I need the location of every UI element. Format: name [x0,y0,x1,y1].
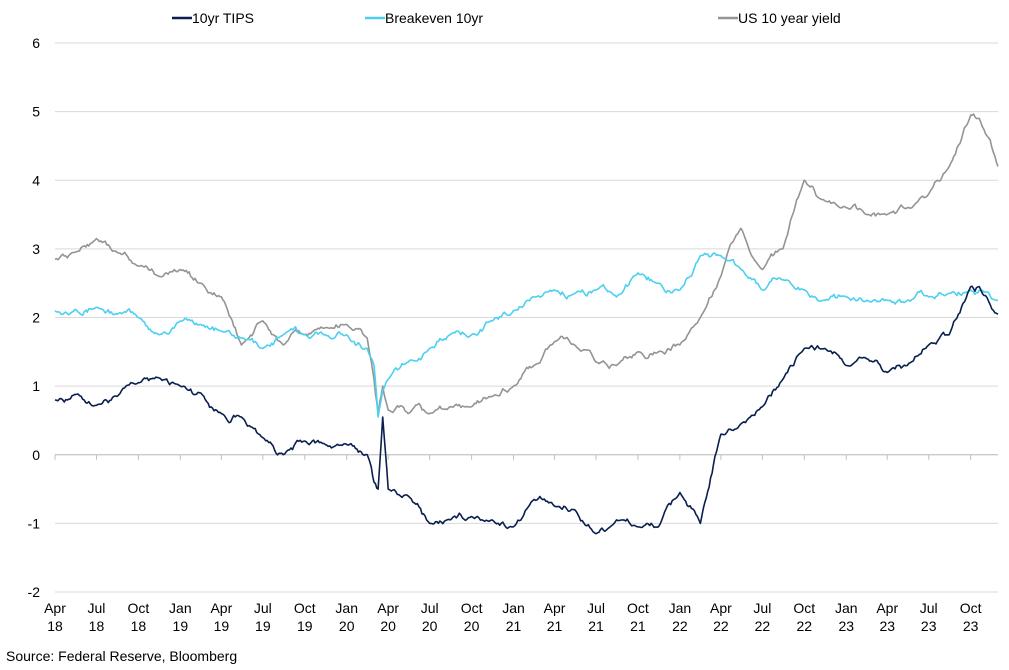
x-tick-year: 21 [506,618,522,634]
x-tick-year: 19 [297,618,313,634]
x-tick-year: 23 [921,618,937,634]
y-tick-label: 6 [32,35,40,51]
x-tick-month: Jul [587,600,605,616]
x-tick-year: 23 [963,618,979,634]
y-tick-label: 4 [32,172,40,188]
series-lines [54,113,999,535]
legend-label: 10yr TIPS [192,10,254,26]
x-tick-month: Oct [627,600,649,616]
y-tick-label: 5 [32,104,40,120]
x-tick-year: 22 [713,618,729,634]
x-tick-year: 21 [588,618,604,634]
x-tick-month: Jan [335,600,358,616]
x-tick-month: Apr [210,600,232,616]
x-tick-month: Apr [377,600,399,616]
x-tick-year: 19 [214,618,230,634]
x-tick-month: Apr [710,600,732,616]
x-tick-year: 19 [173,618,189,634]
x-tick-month: Jul [753,600,771,616]
legend-label: Breakeven 10yr [385,10,483,26]
x-tick-month: Jul [421,600,439,616]
x-tick-month: Oct [793,600,815,616]
x-tick-year: 21 [630,618,646,634]
x-tick-year: 20 [422,618,438,634]
x-tick-year: 22 [797,618,813,634]
series-line-1 [54,252,999,418]
x-tick-year: 22 [672,618,688,634]
x-tick-year: 18 [89,618,105,634]
series-line-2 [54,113,999,415]
x-tick-year: 20 [380,618,396,634]
x-tick-month: Jul [254,600,272,616]
x-tick-year: 18 [131,618,147,634]
y-tick-label: -2 [28,584,41,600]
x-tick-month: Oct [294,600,316,616]
source-note: Source: Federal Reserve, Bloomberg [6,648,238,664]
x-tick-month: Jul [88,600,106,616]
series-line-0 [54,285,999,535]
y-tick-label: 0 [32,447,40,463]
x-tick-month: Jan [669,600,692,616]
x-tick-month: Apr [544,600,566,616]
x-tick-month: Apr [44,600,66,616]
x-tick-month: Oct [128,600,150,616]
x-tick-month: Jan [502,600,525,616]
x-tick-year: 19 [255,618,271,634]
legend-label: US 10 year yield [738,10,841,26]
x-tick-year: 20 [339,618,355,634]
x-tick-month: Oct [960,600,982,616]
y-tick-label: -1 [28,515,41,531]
x-tick-month: Oct [461,600,483,616]
x-tick-year: 20 [464,618,480,634]
legend: 10yr TIPS Breakeven 10yr US 10 year yield [172,10,841,26]
y-tick-label: 3 [32,241,40,257]
x-tick-year: 23 [838,618,854,634]
x-tick-year: 22 [755,618,771,634]
x-tick-year: 18 [47,618,63,634]
x-tick-month: Apr [876,600,898,616]
y-tick-label: 2 [32,310,40,326]
y-axis-tick-labels: -2 -1 0 1 2 3 4 5 6 [28,35,41,600]
y-tick-label: 1 [32,378,40,394]
x-axis-tick-labels: Apr 18 Jul 18 Oct 18 Jan 19 Apr 19 Jul 19 Oct 19 Jan 20… [44,454,982,634]
x-tick-month: Jul [920,600,938,616]
x-tick-month: Jan [835,600,858,616]
x-tick-month: Jan [169,600,192,616]
x-tick-year: 21 [547,618,563,634]
x-tick-year: 23 [879,618,895,634]
